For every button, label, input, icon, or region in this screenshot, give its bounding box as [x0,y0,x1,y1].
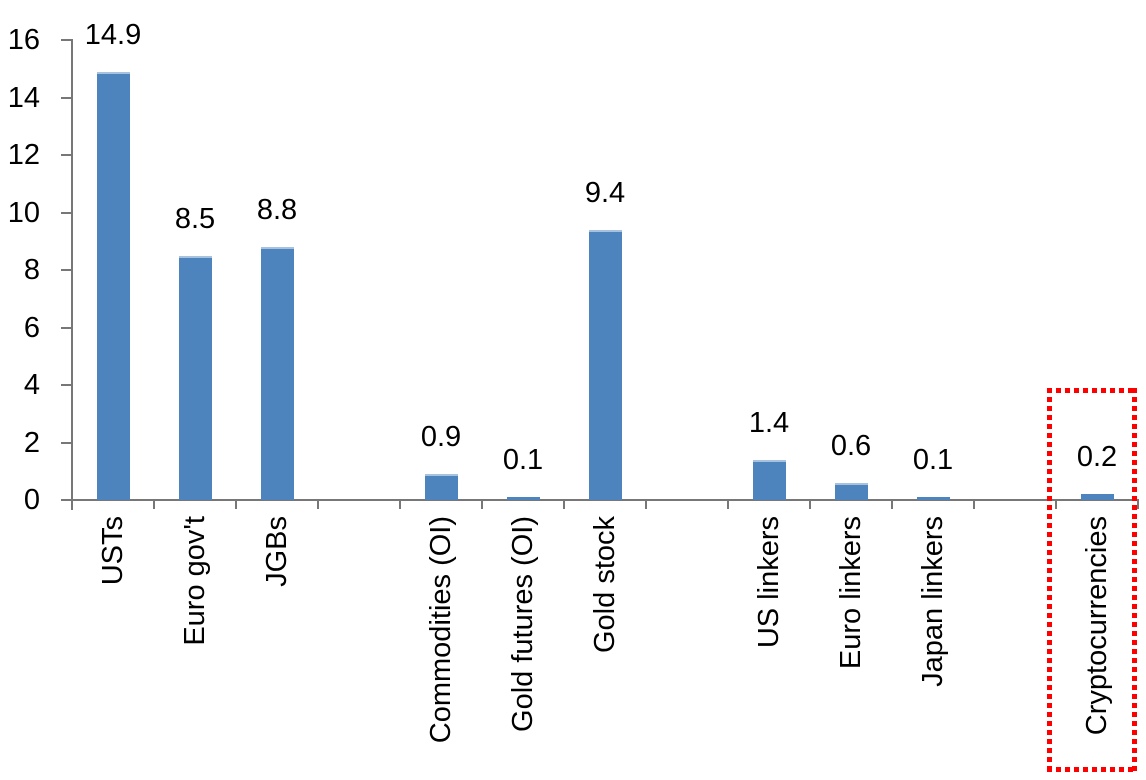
y-tick [61,96,71,99]
y-tick-label-16: 16 [7,24,40,56]
value-label-usts: 14.9 [84,18,142,51]
y-tick-label-0: 0 [23,484,40,516]
y-tick-label-14: 14 [7,81,40,114]
x-tick [891,500,893,509]
x-tick [1055,500,1057,509]
y-tick-label-12: 12 [7,139,40,171]
bar-euro-linkers [835,482,868,500]
y-tick-label-6: 6 [23,311,40,344]
value-label-japan-linkers: 0.1 [912,444,954,477]
highlight-box-bottom [1047,767,1137,772]
bar-jgbs [261,247,294,500]
value-label-euro-linkers: 0.6 [830,429,872,462]
bar-euro-gov-t [179,255,212,500]
y-tick [61,154,71,156]
bar-usts [97,71,130,500]
y-tick-label-4: 4 [23,369,40,401]
x-tick [727,500,729,509]
bar-japan-linkers [917,497,950,500]
y-tick [61,384,71,386]
category-label-gold-futures-oi: Gold futures (OI) [507,516,539,732]
x-tick [645,500,647,509]
bar-us-linkers [753,459,786,500]
y-tick [61,326,71,329]
category-label-euro-gov-t: Euro gov't [179,516,211,646]
x-tick [481,500,483,509]
bar-gold-stock [589,229,622,500]
x-tick [71,500,73,509]
x-tick [809,500,811,509]
value-label-euro-gov-t: 8.5 [174,202,216,235]
value-label-jgbs: 8.8 [256,194,298,226]
value-label-us-linkers: 1.4 [748,406,790,439]
category-label-usts: USTs [97,516,129,586]
bar-commodities-oi [425,474,458,500]
category-label-japan-linkers: Japan linkers [917,516,949,687]
x-tick [1137,500,1139,509]
value-label-gold-stock: 9.4 [584,176,626,209]
y-tick [61,269,71,271]
highlight-box-top [1047,388,1137,393]
x-tick [973,500,975,509]
y-tick-label-2: 2 [23,426,40,459]
x-tick [153,500,155,509]
x-tick [399,500,401,509]
value-label-gold-futures-oi: 0.1 [502,444,544,477]
y-tick-label-10: 10 [7,196,40,229]
bar-gold-futures-oi [507,497,540,500]
category-label-euro-linkers: Euro linkers [835,516,867,670]
x-tick [317,500,319,509]
category-label-jgbs: JGBs [261,516,293,587]
x-tick [563,500,565,509]
y-axis-line [71,39,73,510]
highlight-box-right [1132,388,1137,772]
category-label-commodities-oi: Commodities (OI) [425,516,457,744]
value-label-cryptocurrencies: 0.2 [1076,441,1118,474]
highlight-box [1047,388,1137,772]
category-label-us-linkers: US linkers [753,516,785,649]
x-axis-line [71,499,1139,501]
value-label-commodities-oi: 0.9 [420,421,462,454]
x-tick [235,500,237,509]
y-tick-label-8: 8 [23,254,40,286]
y-tick [61,211,71,214]
y-tick [61,441,71,444]
highlight-box-left [1047,388,1052,772]
bar-cryptocurrencies [1081,494,1114,500]
category-label-gold-stock: Gold stock [589,516,621,653]
y-tick [61,39,71,41]
y-tick [61,499,71,501]
